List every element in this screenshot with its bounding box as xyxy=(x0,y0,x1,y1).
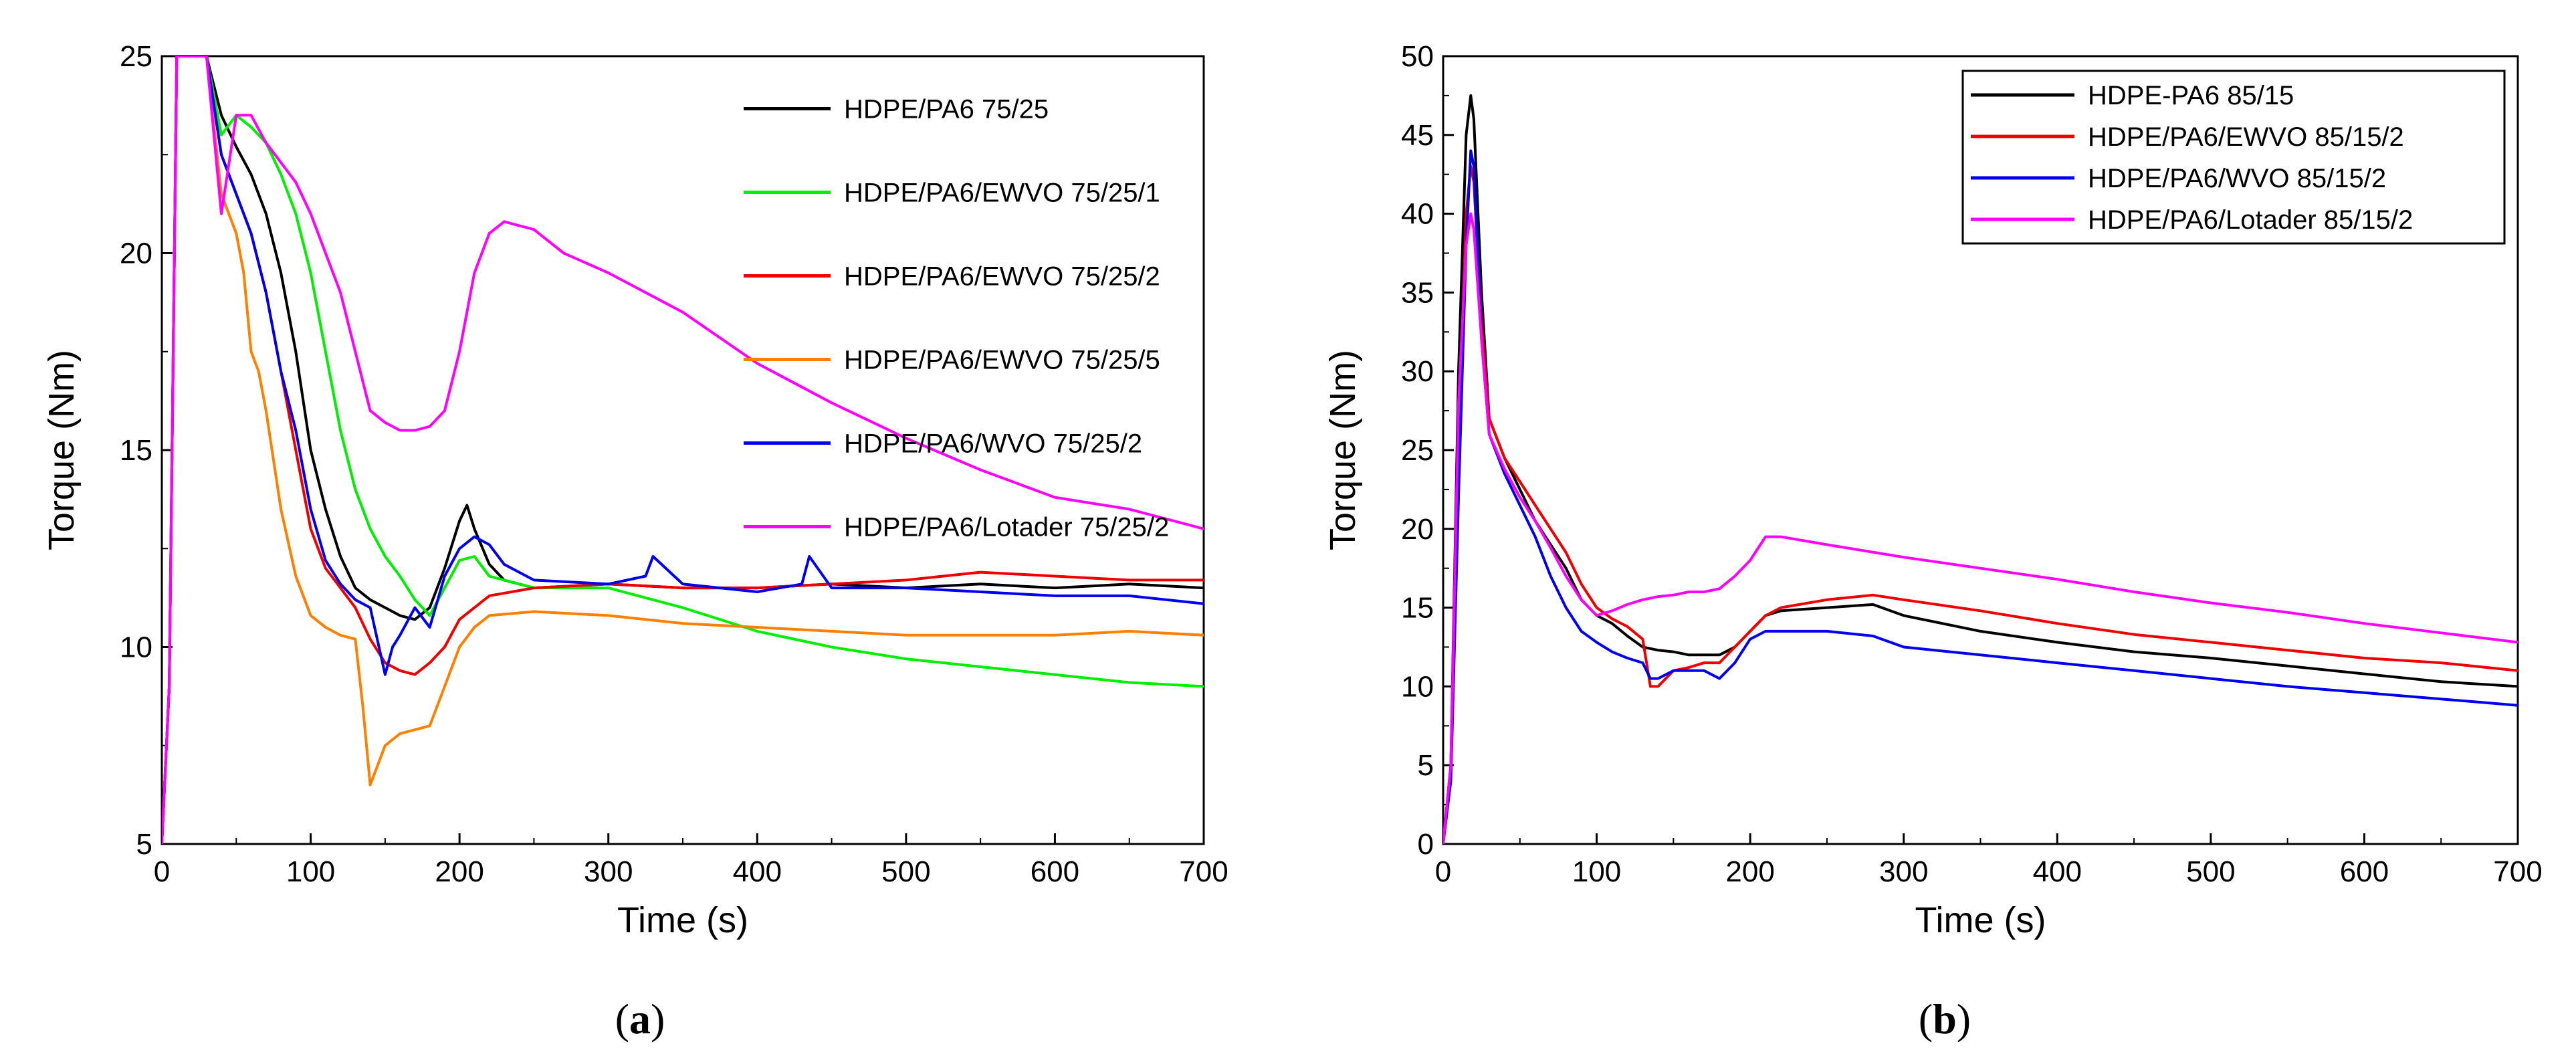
y-tick-label: 25 xyxy=(1401,434,1434,467)
legend-label: HDPE/PA6/EWVO 75/25/5 xyxy=(844,346,1160,375)
y-tick-label: 20 xyxy=(120,237,152,270)
x-tick-label: 0 xyxy=(154,855,170,888)
series-group xyxy=(162,56,1204,844)
panel-label: (a) xyxy=(615,995,665,1043)
y-tick-label: 35 xyxy=(1401,276,1434,309)
series-group xyxy=(1443,94,2518,844)
y-tick-label: 30 xyxy=(1401,355,1434,388)
legend-label: HDPE/PA6/EWVO 75/25/1 xyxy=(844,179,1160,208)
y-axis-label: Torque (Nm) xyxy=(1323,350,1363,550)
chart-panel-b: 0 100 200 300 400 500 600 700 0 5 10 15 20 25 30 35 40 45… xyxy=(1323,40,2543,1043)
legend-label: HDPE/PA6/WVO 85/15/2 xyxy=(2088,164,2386,193)
y-tick-label: 40 xyxy=(1401,198,1434,231)
legend-label: HDPE/PA6/EWVO 85/15/2 xyxy=(2088,122,2404,152)
y-tick-label: 45 xyxy=(1401,119,1434,152)
x-tick-label: 700 xyxy=(2493,855,2542,888)
series-line-1 xyxy=(1443,94,2518,844)
legend: HDPE-PA6 85/15 HDPE/PA6/EWVO 85/15/2 HDPE/… xyxy=(1961,70,2506,245)
x-axis-label: Time (s) xyxy=(617,900,748,940)
x-tick-label: 300 xyxy=(1879,855,1928,888)
y-axis-label: Torque (Nm) xyxy=(41,350,82,550)
y-tick-label: 15 xyxy=(120,434,152,467)
x-tick-label: 500 xyxy=(881,855,930,888)
legend-label: HDPE-PA6 85/15 xyxy=(2088,81,2294,110)
y-tick-label: 15 xyxy=(1401,592,1434,625)
series-line-3 xyxy=(1443,149,2518,844)
legend-label: HDPE/PA6/Lotader 75/25/2 xyxy=(844,513,1169,542)
x-tick-label: 700 xyxy=(1179,855,1228,888)
x-tick-label: 400 xyxy=(2033,855,2082,888)
series-line-4 xyxy=(1443,212,2518,844)
x-tick-label: 200 xyxy=(435,855,484,888)
panel-label: (b) xyxy=(1919,995,1971,1043)
x-tick-label: 600 xyxy=(2340,855,2389,888)
x-tick-label: 200 xyxy=(1725,855,1774,888)
legend-label: HDPE/PA6/Lotader 85/15/2 xyxy=(2088,205,2413,235)
y-tick-label: 50 xyxy=(1401,40,1434,73)
series-line-5 xyxy=(162,56,1204,844)
legend-box xyxy=(1961,70,2506,245)
x-tick-label: 100 xyxy=(286,855,335,888)
series-line-2 xyxy=(162,56,1204,844)
y-tick-label: 10 xyxy=(120,631,152,664)
series-line-2 xyxy=(1443,165,2518,844)
y-tick-label: 0 xyxy=(1418,828,1434,861)
x-tick-label: 400 xyxy=(733,855,782,888)
x-tick-label: 100 xyxy=(1572,855,1621,888)
y-tick-label: 5 xyxy=(1418,749,1434,782)
legend-label: HDPE/PA6/EWVO 75/25/2 xyxy=(844,262,1160,292)
x-tick-label: 600 xyxy=(1031,855,1079,888)
y-tick-label: 20 xyxy=(1401,513,1434,546)
y-tick-label: 10 xyxy=(1401,670,1434,703)
y-tick-label: 5 xyxy=(136,828,152,861)
series-line-6 xyxy=(162,56,1204,844)
x-tick-label: 0 xyxy=(1435,855,1451,888)
legend: HDPE/PA6 75/25 HDPE/PA6/EWVO 75/25/1 HDPE/… xyxy=(744,95,1169,542)
x-tick-label: 500 xyxy=(2186,855,2235,888)
y-tick-label: 25 xyxy=(120,40,152,73)
chart-panel-a: 0 100 200 300 400 500 600 700 5 10 15 20 25 Time (s) T… xyxy=(41,40,1228,1043)
legend-label: HDPE/PA6/WVO 75/25/2 xyxy=(844,429,1142,459)
x-axis-label: Time (s) xyxy=(1915,900,2046,940)
x-tick-label: 300 xyxy=(584,855,633,888)
legend-label: HDPE/PA6 75/25 xyxy=(844,95,1049,124)
